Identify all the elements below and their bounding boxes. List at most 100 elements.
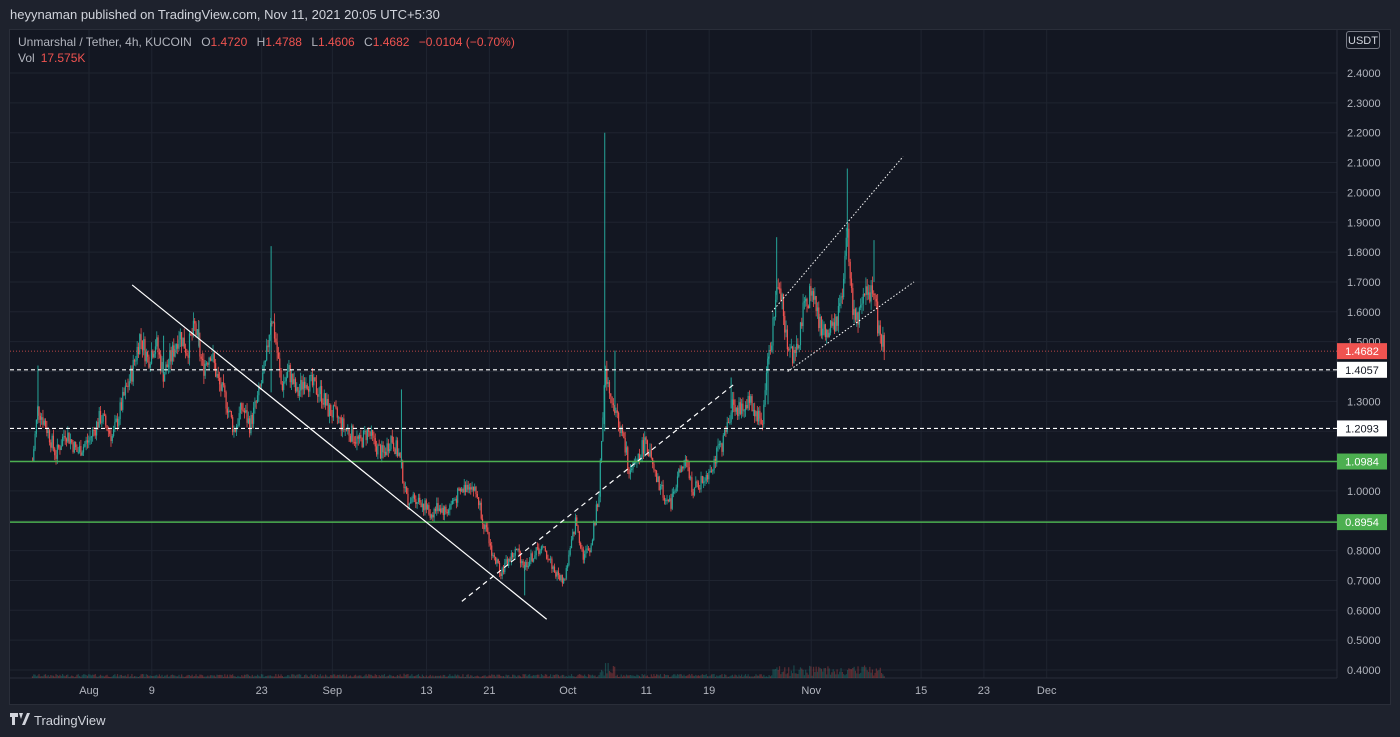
volume-bar <box>589 674 591 678</box>
volume-bar <box>862 666 864 678</box>
volume-bar <box>549 674 552 678</box>
candle-body <box>377 444 379 455</box>
volume-bar <box>500 675 502 678</box>
volume-bar <box>336 674 338 678</box>
candle-body <box>170 350 172 362</box>
volume-bar <box>109 676 111 678</box>
candle-body <box>69 439 72 444</box>
candle-body <box>674 491 676 493</box>
candle-body <box>764 390 766 405</box>
candle-body <box>355 442 357 444</box>
candle-body <box>38 406 40 416</box>
volume-bar <box>629 675 631 678</box>
volume-bar <box>491 674 493 678</box>
y-tick-label: 2.1000 <box>1347 158 1381 170</box>
currency-button[interactable]: USDT <box>1346 31 1380 49</box>
candle-body <box>703 481 705 483</box>
volume-bar <box>348 676 350 678</box>
volume-bar <box>546 674 548 678</box>
candle-body <box>464 485 467 492</box>
volume-bar <box>553 675 556 678</box>
candle-body <box>269 323 272 335</box>
volume-bar <box>54 676 56 678</box>
volume-bar <box>497 674 499 678</box>
candle-body <box>44 420 47 428</box>
volume-bar <box>411 674 413 678</box>
volume-bar <box>835 674 837 678</box>
candle-body <box>389 449 391 452</box>
y-tick-label: 2.2000 <box>1347 128 1381 140</box>
candle-body <box>181 332 183 347</box>
footer-brand[interactable]: TradingView <box>34 712 106 728</box>
volume-bar <box>161 674 163 678</box>
volume-bar <box>771 675 773 678</box>
candle-body <box>772 317 774 346</box>
candle-body <box>345 429 348 431</box>
candle-body <box>82 446 85 453</box>
candle-body <box>860 305 862 308</box>
volume-bar <box>809 665 811 678</box>
volume-bar <box>263 676 265 678</box>
candle-body <box>689 477 692 479</box>
candle-body <box>37 406 39 420</box>
volume-bar <box>689 675 692 678</box>
volume-bar <box>76 674 78 678</box>
volume-bar <box>489 675 491 678</box>
volume-bar <box>370 674 372 678</box>
candle-body <box>237 425 239 427</box>
candle-body <box>258 385 260 396</box>
volume-bar <box>505 674 507 678</box>
candle-body <box>577 525 579 532</box>
chart-legend: Unmarshal / Tether, 4h, KUCOIN O1.4720 H… <box>18 34 515 66</box>
volume-bar <box>873 675 875 678</box>
volume-bar <box>408 675 410 678</box>
candle-body <box>611 396 613 404</box>
volume-bar <box>44 674 47 678</box>
volume-bar <box>43 674 45 678</box>
candle-body <box>843 278 845 298</box>
candle-body <box>810 286 812 296</box>
volume-bar <box>425 675 427 678</box>
candle-body <box>322 402 324 405</box>
volume-bar <box>824 667 826 678</box>
volume-bar <box>386 676 388 678</box>
candle-body <box>196 329 198 335</box>
volume-bar <box>807 674 809 678</box>
volume-bar <box>264 676 266 678</box>
candle-body <box>310 374 312 376</box>
candle-body <box>58 444 60 448</box>
price-label-box <box>1337 361 1387 378</box>
volume-bar <box>38 674 40 678</box>
tradingview-logo-icon[interactable] <box>10 712 30 728</box>
candle-body <box>625 447 628 453</box>
candle-body <box>369 431 371 436</box>
candle-body <box>789 347 791 351</box>
volume-bar <box>843 674 845 678</box>
volume-bar <box>518 675 520 678</box>
volume-bar <box>205 676 208 678</box>
volume-bar <box>98 675 100 678</box>
volume-bar <box>225 676 227 678</box>
volume-bar <box>33 674 35 678</box>
candle-body <box>152 350 154 358</box>
candle-body <box>646 440 648 453</box>
candle-body <box>474 486 476 491</box>
candle-body <box>140 334 142 341</box>
volume-bar <box>37 675 39 678</box>
candle-body <box>759 410 761 419</box>
candle-body <box>94 430 96 436</box>
volume-bar <box>631 675 633 678</box>
volume-bar <box>812 666 815 678</box>
candle-body <box>141 340 143 351</box>
candle-body <box>812 291 815 300</box>
volume-bar <box>464 676 467 678</box>
candle-body <box>391 436 393 443</box>
volume-bar <box>276 676 278 678</box>
volume-bar <box>296 674 298 678</box>
candle-body <box>594 522 596 526</box>
volume-bar <box>523 674 526 678</box>
candle-body <box>462 489 464 493</box>
candle-body <box>208 357 210 365</box>
volume-bar <box>436 675 438 678</box>
